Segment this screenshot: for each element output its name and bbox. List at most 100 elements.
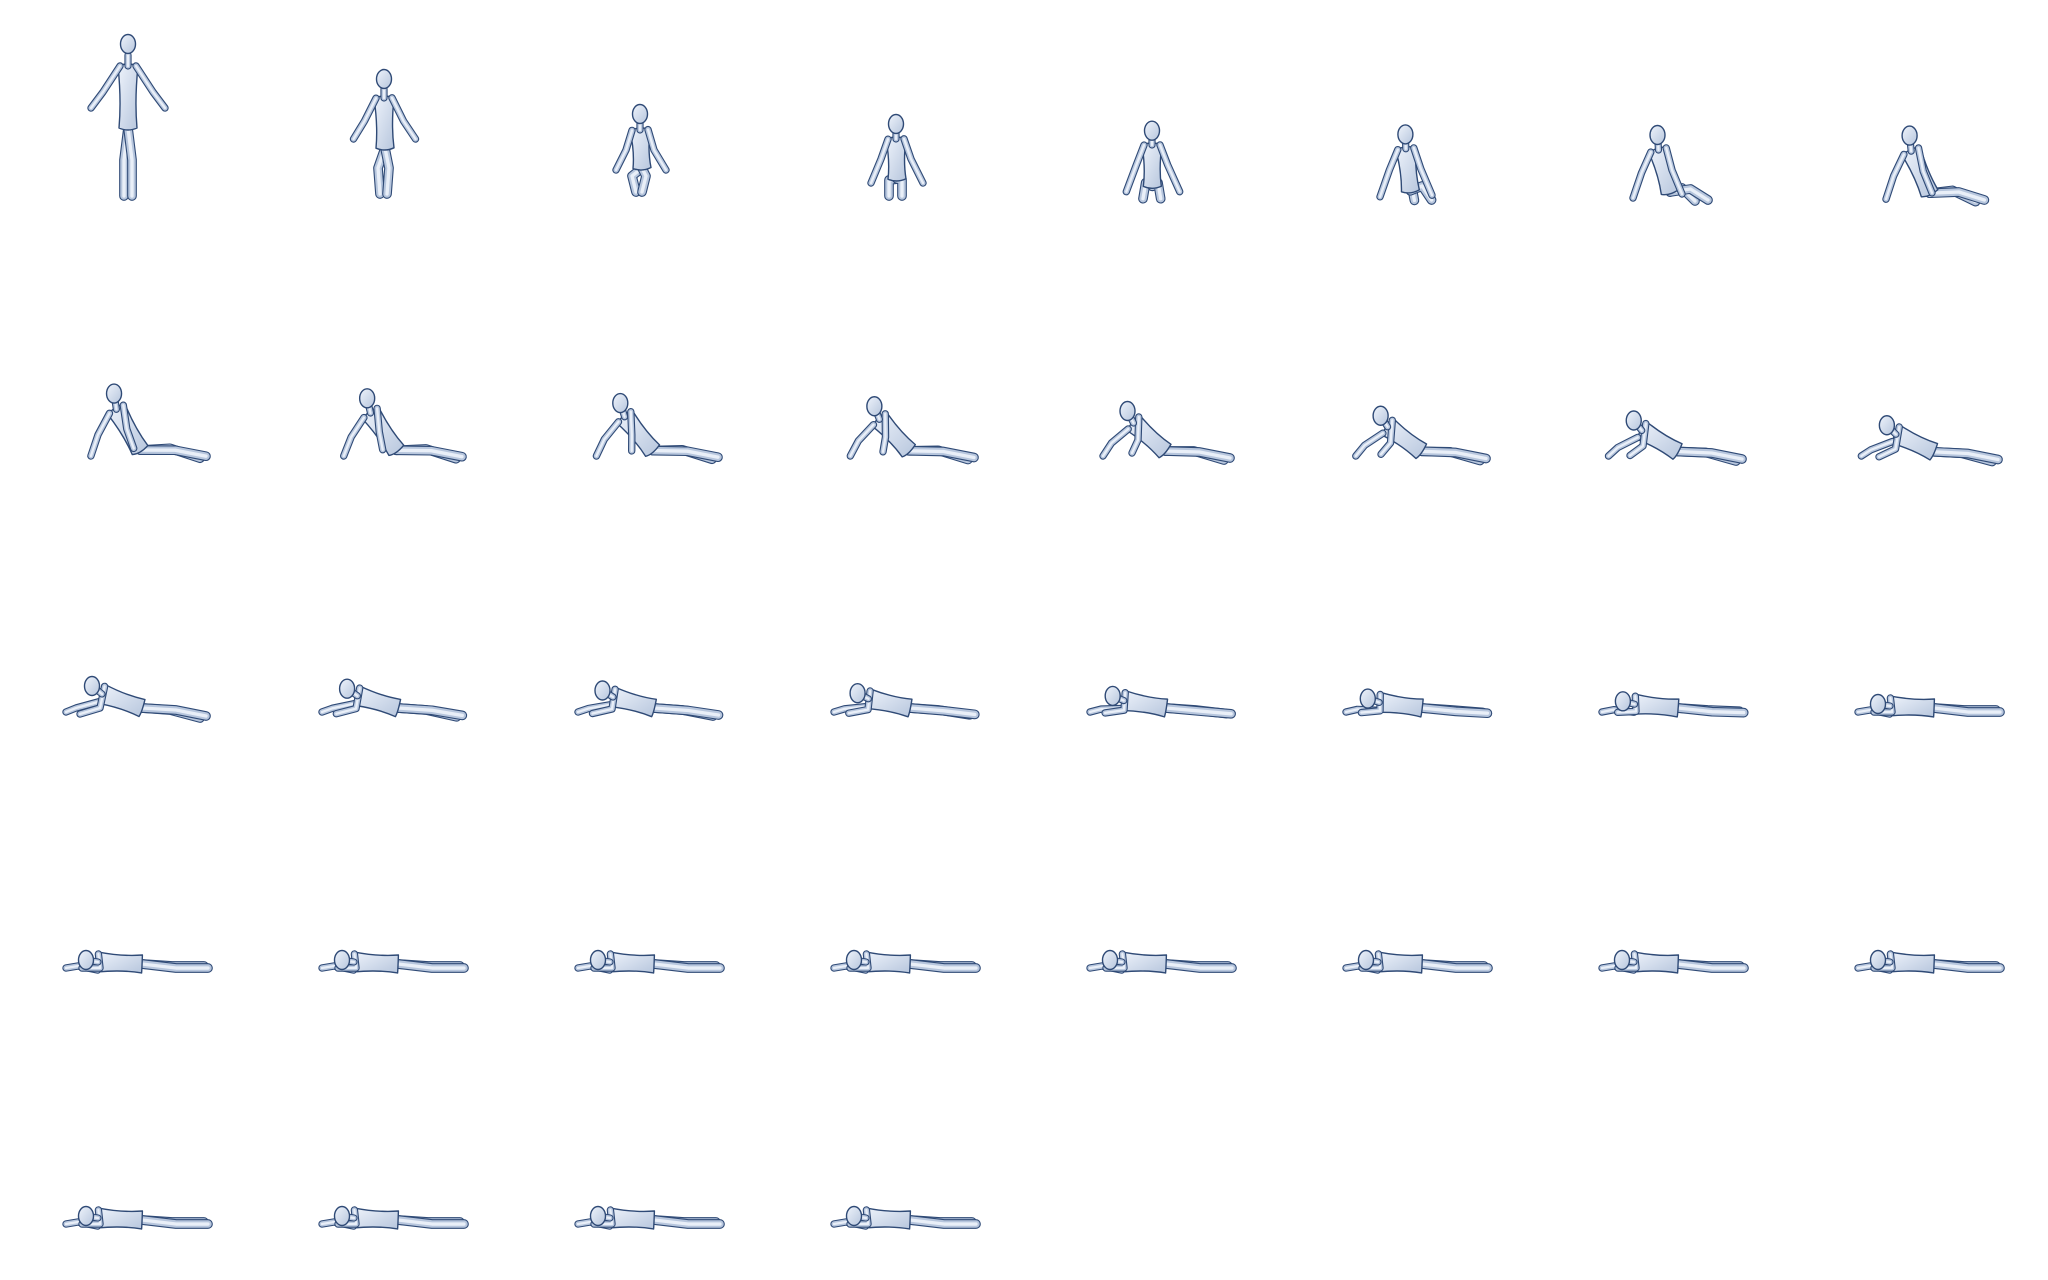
pose-frame xyxy=(256,768,512,1024)
torso xyxy=(1888,951,1936,974)
mannequin-figure xyxy=(1854,693,2005,718)
figure xyxy=(1598,691,1749,718)
right-arm xyxy=(388,94,420,143)
mannequin-figure xyxy=(1882,125,1990,207)
torso xyxy=(1633,693,1680,718)
figure xyxy=(1086,949,1237,974)
figure xyxy=(1882,125,1990,207)
right-leg xyxy=(137,959,213,973)
mannequin-figure xyxy=(1376,124,1437,206)
mannequin-figure xyxy=(1099,400,1235,465)
right-leg xyxy=(137,1215,213,1229)
pose-frame xyxy=(1536,768,1792,1024)
mannequin-figure xyxy=(1598,949,1749,974)
head xyxy=(1359,688,1377,709)
head xyxy=(119,33,137,55)
head xyxy=(612,392,629,414)
mannequin-figure xyxy=(867,113,927,201)
left-arm xyxy=(867,135,892,187)
head xyxy=(1143,120,1161,141)
mannequin-figure xyxy=(1086,685,1236,719)
pose-frame xyxy=(768,0,1024,256)
mannequin-figure xyxy=(62,675,211,723)
pose-frame xyxy=(1792,256,2048,512)
right-arm xyxy=(1377,416,1396,458)
torso xyxy=(352,1207,400,1230)
figure xyxy=(830,949,981,974)
figure xyxy=(1604,410,1747,466)
left-arm xyxy=(612,126,636,174)
right-leg xyxy=(637,163,651,197)
head xyxy=(1104,685,1121,707)
right-leg xyxy=(1929,959,2005,973)
mannequin-figure xyxy=(318,949,469,974)
figure xyxy=(62,675,211,723)
mannequin-figure xyxy=(1857,415,2003,467)
mannequin-figure xyxy=(1352,405,1491,466)
left-arm xyxy=(1122,141,1148,196)
right-arm xyxy=(119,401,138,453)
right-leg xyxy=(1924,187,1990,205)
figure xyxy=(1598,949,1749,974)
figure xyxy=(867,113,927,201)
head xyxy=(105,383,123,404)
head xyxy=(866,396,883,417)
right-leg xyxy=(1673,703,1749,718)
mannequin-figure xyxy=(1598,691,1749,718)
figure xyxy=(846,396,979,465)
figure xyxy=(1854,693,2005,718)
right-leg xyxy=(1161,959,1237,973)
mannequin-figure xyxy=(62,949,213,974)
torso xyxy=(352,951,400,974)
head xyxy=(589,1205,607,1227)
right-leg xyxy=(1416,446,1491,464)
head xyxy=(589,949,607,971)
pose-frame xyxy=(0,768,256,1024)
right-leg xyxy=(903,445,979,463)
figure xyxy=(1854,949,2005,974)
pose-frame xyxy=(1280,256,1536,512)
torso xyxy=(1376,951,1424,974)
head xyxy=(1869,693,1887,715)
left-arm xyxy=(846,421,878,460)
pose-frame xyxy=(1792,512,2048,768)
figure xyxy=(574,1205,725,1230)
mannequin-figure xyxy=(830,682,980,720)
pose-frame xyxy=(512,512,768,768)
torso xyxy=(608,1207,656,1230)
pose-frame xyxy=(1024,512,1280,768)
mannequin-figure xyxy=(830,949,981,974)
head xyxy=(1869,949,1887,971)
mannequin-figure xyxy=(612,103,670,197)
mannequin-figure xyxy=(340,388,467,464)
pose-frame xyxy=(1024,0,1280,256)
left-arm xyxy=(87,62,124,112)
mannequin-figure xyxy=(1342,949,1493,974)
mannequin-figure xyxy=(846,396,979,465)
right-arm xyxy=(1914,144,1936,197)
right-leg xyxy=(649,703,724,720)
pose-frame xyxy=(512,768,768,1024)
figure xyxy=(592,392,723,465)
left-arm xyxy=(1882,150,1908,203)
torso xyxy=(885,136,907,182)
figure xyxy=(318,949,469,974)
head xyxy=(887,113,905,135)
pose-frame xyxy=(1024,768,1280,1024)
mannequin-figure xyxy=(574,1205,725,1230)
mannequin-figure xyxy=(87,33,169,201)
left-arm xyxy=(1629,148,1655,202)
mannequin-figure xyxy=(1122,120,1184,204)
figure xyxy=(62,1205,213,1230)
pose-frame xyxy=(1536,512,1792,768)
pose-frame xyxy=(512,1024,768,1280)
pose-frame xyxy=(256,1024,512,1280)
right-arm xyxy=(1128,413,1143,457)
head xyxy=(594,680,611,701)
figure xyxy=(318,1205,469,1230)
right-leg xyxy=(649,959,725,973)
pose-frame xyxy=(768,1024,1024,1280)
right-leg xyxy=(393,1215,469,1229)
right-leg xyxy=(1929,703,2005,717)
right-leg xyxy=(647,445,723,463)
